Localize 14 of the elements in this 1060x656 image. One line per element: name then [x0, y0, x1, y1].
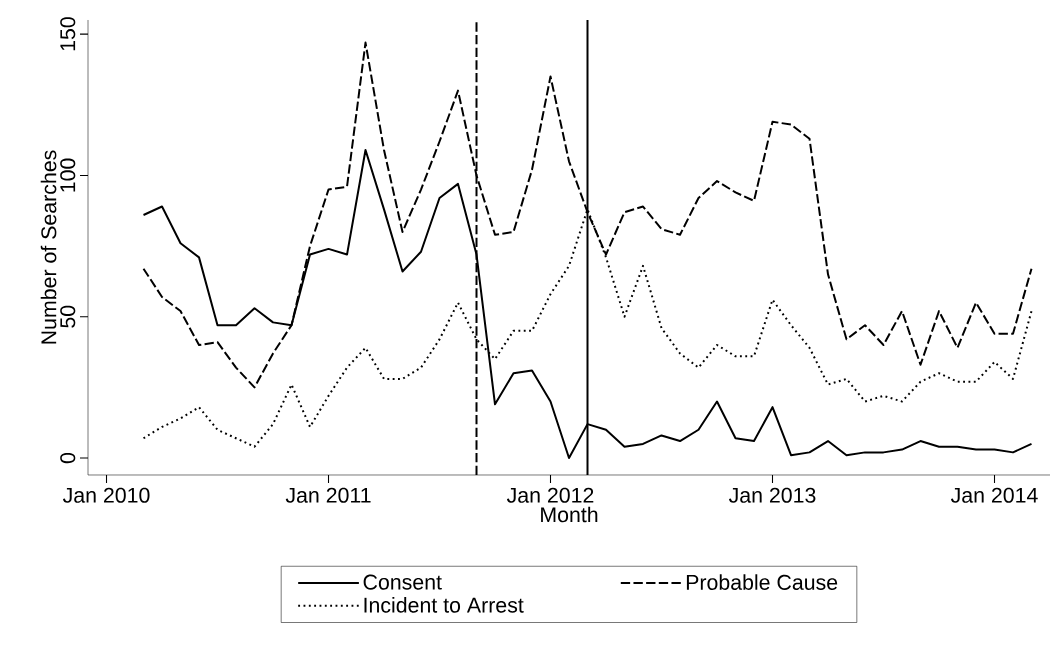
- x-axis-title: Month: [541, 506, 598, 523]
- legend-label: Probable Cause: [686, 574, 838, 590]
- x-tick-label: Jan 2014: [950, 487, 1038, 503]
- y-axis-title: Number of Searches: [40, 150, 57, 344]
- legend-label: Incident to Arrest: [364, 597, 524, 613]
- x-tick-label: Jan 2010: [62, 487, 150, 503]
- x-tick-label: Jan 2012: [506, 487, 594, 503]
- y-tick-label: 0: [60, 452, 76, 464]
- y-tick-label: 50: [60, 305, 76, 328]
- y-tick-label: 150: [60, 17, 76, 51]
- y-tick-label: 100: [60, 158, 76, 192]
- x-tick-label: Jan 2013: [728, 487, 816, 503]
- legend-label: Consent: [363, 574, 442, 590]
- x-tick-label: Jan 2011: [285, 487, 371, 503]
